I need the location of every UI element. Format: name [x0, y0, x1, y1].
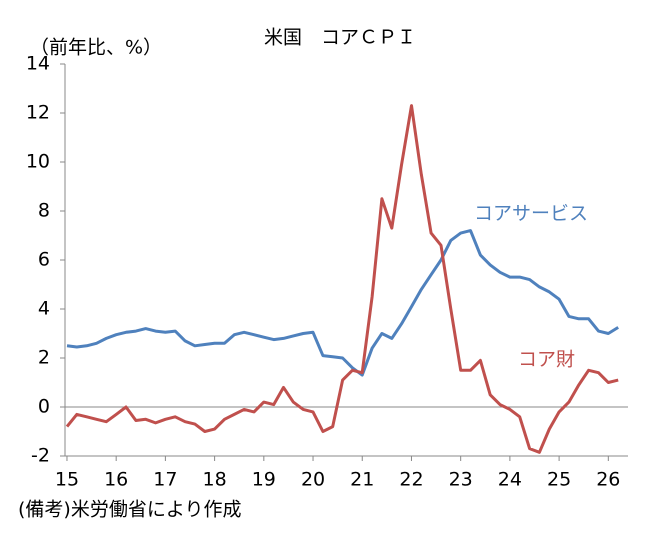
y-unit-label: （前年比、%）: [30, 37, 162, 59]
series-line: [65, 104, 619, 454]
y-tick-label: 10: [26, 151, 50, 173]
note: (備考)米労働省により作成: [18, 499, 241, 521]
y-tick-label: 14: [26, 53, 50, 75]
x-tick-label: 25: [547, 469, 571, 491]
series-line: [66, 229, 619, 377]
y-tick-label: 12: [26, 102, 50, 124]
x-tick-label: 21: [350, 469, 374, 491]
series-label: コアサービス: [474, 203, 588, 225]
x-tick-label: 24: [498, 469, 522, 491]
y-tick-label: 0: [38, 396, 50, 418]
chart-title: 米国 コアＣＰＩ: [264, 27, 416, 49]
y-tick-label: 4: [38, 298, 50, 320]
x-tick-label: 26: [596, 469, 620, 491]
x-tick-label: 18: [203, 469, 227, 491]
x-tick-label: 23: [449, 469, 473, 491]
x-tick-label: 22: [399, 469, 423, 491]
series-label: コア財: [518, 349, 575, 371]
y-tick-label: 2: [38, 347, 50, 369]
y-tick-label: 8: [38, 200, 50, 222]
y-tick-label: 6: [38, 249, 50, 271]
x-tick-label: 19: [252, 469, 276, 491]
x-tick-label: 20: [301, 469, 325, 491]
x-tick-label: 17: [153, 469, 177, 491]
y-tick-label: -2: [31, 445, 50, 467]
x-tick-label: 16: [104, 469, 128, 491]
x-tick-label: 15: [55, 469, 79, 491]
